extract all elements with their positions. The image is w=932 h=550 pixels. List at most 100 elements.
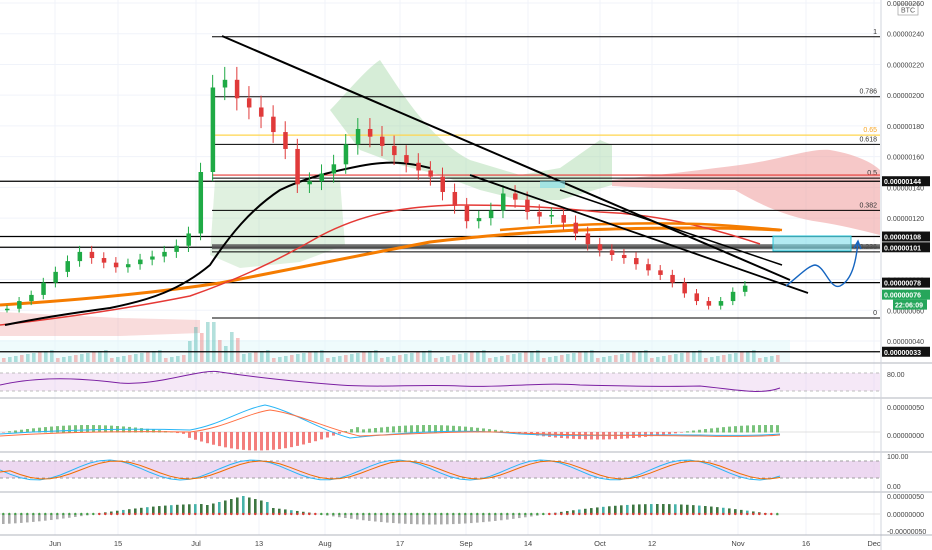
time-tick-label: Jun: [49, 539, 61, 548]
price-label-box: [882, 277, 930, 288]
volume-bar: [572, 353, 576, 362]
macd-histogram-bar: [206, 432, 209, 444]
volume-bar: [470, 352, 474, 362]
volume-bar: [554, 356, 558, 362]
macd-histogram-bar: [200, 432, 203, 442]
volume-bar: [8, 357, 12, 362]
momentum-bar: [512, 514, 515, 519]
volume-bar: [728, 354, 732, 362]
momentum-bar: [260, 500, 263, 515]
volume-bar: [578, 352, 582, 362]
macd-histogram-bar: [20, 429, 23, 433]
momentum-bar: [416, 514, 419, 525]
price-tick-label: 0.00000200: [887, 93, 924, 100]
macd-histogram-bar: [230, 432, 233, 449]
momentum-bar: [428, 514, 431, 525]
momentum-bar: [62, 514, 65, 519]
volume-bar: [248, 353, 252, 362]
volume-bar: [224, 346, 228, 362]
macd-histogram-bar: [458, 426, 461, 433]
price-label-box: [893, 299, 927, 310]
volume-bar: [80, 354, 84, 362]
momentum-bar: [338, 514, 341, 518]
volume-bar: [686, 352, 690, 362]
squeeze-dot: [146, 512, 149, 516]
momentum-bar: [638, 504, 641, 515]
squeeze-dot: [680, 512, 683, 516]
volume-bar: [626, 353, 630, 362]
macd-histogram-bar: [680, 432, 683, 433]
momentum-bar: [272, 508, 275, 515]
squeeze-dot: [2, 512, 5, 516]
volume-bar: [278, 357, 282, 362]
squeeze-dot: [554, 512, 557, 516]
volume-bar: [284, 356, 288, 362]
macd-histogram-bar: [272, 432, 275, 450]
momentum-bar: [602, 506, 605, 515]
macd-histogram-bar: [764, 425, 767, 433]
squeeze-dot: [584, 512, 587, 516]
squeeze-dot: [620, 512, 623, 516]
squeeze-dot: [338, 512, 341, 516]
price-axis[interactable]: BTC: [880, 0, 919, 550]
candle-body: [174, 245, 179, 252]
volume-bar: [764, 357, 768, 362]
candle-body: [428, 170, 433, 177]
momentum-bar: [632, 504, 635, 515]
squeeze-dot: [296, 512, 299, 516]
momentum-bar: [206, 505, 209, 515]
volume-bar: [434, 358, 438, 362]
volume-bar: [266, 350, 270, 362]
volume-bar: [716, 356, 720, 362]
squeeze-dot: [350, 512, 353, 516]
macd-histogram-bar: [98, 425, 101, 433]
squeeze-dot: [398, 512, 401, 516]
momentum-bar: [8, 514, 11, 524]
price-label-box: [882, 176, 930, 187]
momentum-bar: [710, 506, 713, 515]
macd-histogram-bar: [302, 432, 305, 445]
momentum-bar: [44, 514, 47, 521]
volume-bar: [518, 353, 522, 362]
macd-histogram-bar: [80, 425, 83, 433]
squeeze-dot: [686, 512, 689, 516]
candle-body: [621, 254, 627, 259]
momentum-bar: [242, 496, 245, 515]
macd-histogram-bar: [320, 432, 323, 440]
volume-bar: [440, 357, 444, 362]
volume-bar: [44, 351, 48, 362]
candle-body: [525, 199, 530, 212]
macd-histogram-bar: [488, 429, 491, 433]
price-tick-label: 0.00000120: [887, 216, 924, 223]
squeeze-dot: [428, 512, 431, 516]
volume-bar: [338, 356, 342, 362]
volume-bar: [494, 357, 498, 362]
squeeze-dot: [578, 512, 581, 516]
squeeze-dot: [326, 512, 329, 516]
time-axis[interactable]: Jun 15 Jul 13 Aug 17 Sep 14 Oct 12 Nov 16 Dec: [0, 534, 932, 548]
price-label-text: 0.00000076: [884, 293, 921, 300]
macd-histogram-bar: [44, 427, 47, 433]
trendline-main: [221, 35, 791, 281]
squeeze-dot: [206, 512, 209, 516]
squeeze-dot: [80, 512, 83, 516]
volume-bar: [314, 351, 318, 362]
momentum-bar: [530, 514, 533, 517]
candle-body: [476, 218, 482, 222]
momentum-bar: [296, 510, 299, 515]
price-tick-label: 0.00000040: [887, 339, 924, 346]
price-tick-label: 0.00000220: [887, 62, 924, 69]
volume-bar: [680, 353, 684, 362]
candle-body: [742, 285, 748, 292]
squeeze-dot: [152, 512, 155, 516]
fib-level-label: 0.5: [867, 170, 877, 177]
indicator-tick-label: 100.00: [887, 454, 909, 461]
macd-histogram-bar: [392, 426, 395, 433]
macd-histogram-bar: [350, 429, 353, 433]
momentum-bar: [122, 509, 125, 515]
squeeze-dot: [776, 512, 779, 516]
squeeze-dot: [506, 512, 509, 516]
volume-bar: [734, 353, 738, 362]
